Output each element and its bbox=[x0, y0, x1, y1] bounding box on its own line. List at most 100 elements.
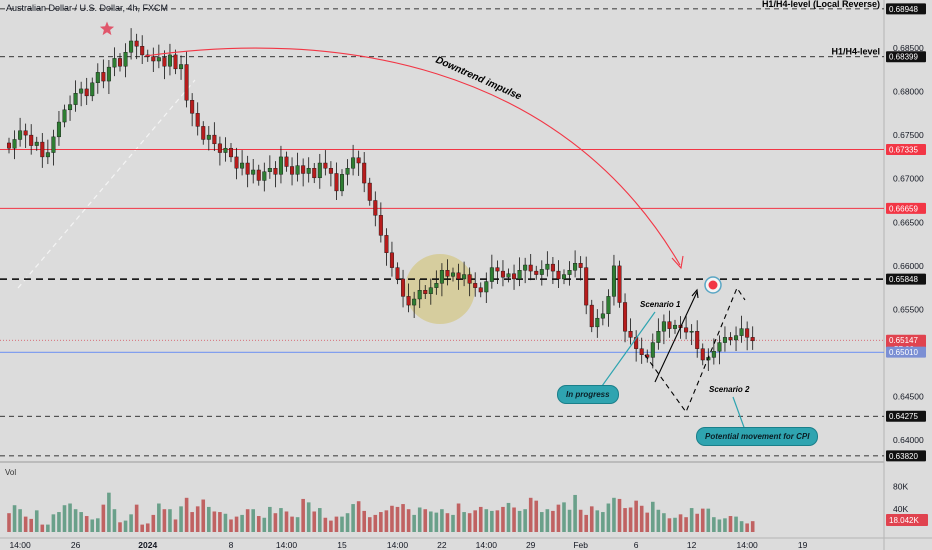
candle-body bbox=[223, 147, 228, 153]
price-tag-bg bbox=[886, 450, 926, 462]
candle-body bbox=[173, 54, 178, 70]
volume-bar bbox=[401, 504, 405, 532]
volume-bar bbox=[262, 517, 267, 532]
candle-body bbox=[534, 270, 539, 275]
volume-bar bbox=[595, 510, 600, 532]
price-tag-label: 0.66659 bbox=[889, 204, 918, 213]
volume-bar bbox=[123, 520, 128, 532]
volume-bar bbox=[412, 514, 416, 532]
candle-body bbox=[123, 52, 128, 67]
volume-bars bbox=[7, 492, 755, 532]
candle-body bbox=[428, 287, 433, 294]
candle-body bbox=[467, 274, 472, 284]
volume-bar bbox=[207, 506, 211, 532]
x-tick-label: 22 bbox=[437, 540, 447, 550]
candle-body bbox=[84, 88, 89, 97]
candle-body bbox=[617, 265, 622, 303]
candle-body bbox=[389, 252, 394, 268]
scenario2-label: Scenario 2 bbox=[709, 385, 750, 394]
candle-body bbox=[478, 287, 483, 293]
candle-body bbox=[228, 147, 233, 158]
volume-bar bbox=[523, 509, 527, 532]
in-progress-pointer bbox=[596, 311, 656, 394]
price-tag-bg bbox=[886, 410, 926, 422]
candle-body bbox=[156, 57, 161, 62]
candle-body bbox=[68, 104, 73, 111]
volume-bar bbox=[678, 514, 683, 532]
price-tag-label: 0.65010 bbox=[889, 348, 918, 357]
volume-bar bbox=[728, 516, 733, 532]
x-tick-label: 29 bbox=[526, 540, 536, 550]
volume-bar bbox=[484, 509, 489, 532]
candle-body bbox=[267, 168, 272, 172]
candle-body bbox=[384, 235, 389, 253]
candle-body bbox=[284, 156, 289, 167]
candle-body bbox=[395, 267, 400, 280]
x-tick-label: 14:00 bbox=[387, 540, 409, 550]
chart-title: Australian Dollar / U.S. Dollar, 4h, FXC… bbox=[6, 3, 169, 13]
candle-body bbox=[190, 100, 195, 114]
candle-body bbox=[356, 157, 361, 164]
x-tick-label: 8 bbox=[229, 540, 234, 550]
candle-body bbox=[728, 337, 733, 341]
volume-bar bbox=[134, 504, 139, 532]
candle-body bbox=[578, 263, 583, 268]
x-tick-label: 19 bbox=[798, 540, 808, 550]
y-tick-label: 0.68500 bbox=[893, 43, 924, 53]
candle-body bbox=[423, 290, 428, 294]
candle-body bbox=[151, 56, 156, 62]
volume-bar bbox=[545, 509, 550, 532]
candle-body bbox=[739, 328, 744, 336]
volume-bar bbox=[706, 508, 711, 532]
candle-body bbox=[656, 331, 661, 343]
consolidation-circle bbox=[405, 254, 475, 324]
volume-bar bbox=[689, 508, 694, 532]
volume-bar bbox=[750, 521, 755, 532]
volume-bar bbox=[273, 513, 278, 532]
candle-body bbox=[589, 304, 594, 328]
candle-body bbox=[562, 274, 567, 280]
volume-bar bbox=[340, 516, 344, 532]
volume-bar bbox=[656, 509, 661, 532]
scenario1-label: Scenario 1 bbox=[640, 300, 681, 309]
candle-body bbox=[217, 143, 222, 153]
volume-bar bbox=[79, 512, 83, 532]
volume-bar bbox=[695, 513, 699, 532]
volume-bar bbox=[96, 518, 100, 532]
candle-body bbox=[306, 168, 311, 174]
volume-bar bbox=[645, 512, 650, 532]
volume-bar bbox=[351, 504, 355, 532]
volume-bar bbox=[423, 509, 428, 532]
volume-bar bbox=[373, 514, 378, 532]
volume-bar bbox=[684, 517, 688, 532]
candle-body bbox=[362, 162, 367, 184]
volume-bar bbox=[240, 514, 244, 532]
y-tick-label: 0.64500 bbox=[893, 392, 924, 402]
candle-body bbox=[256, 169, 261, 181]
candle-body bbox=[545, 263, 550, 270]
x-tick-label: 14:00 bbox=[476, 540, 498, 550]
volume-bar bbox=[34, 510, 39, 532]
vol-last-bg bbox=[886, 514, 928, 526]
candle-body bbox=[195, 113, 200, 127]
candle-body bbox=[162, 57, 167, 67]
candle-body bbox=[639, 348, 644, 355]
candle-body bbox=[201, 126, 206, 140]
candle-body bbox=[317, 162, 322, 179]
candle-body bbox=[340, 174, 345, 192]
x-tick-label: Feb bbox=[573, 540, 588, 550]
candle-body bbox=[451, 272, 456, 277]
volume-bar bbox=[734, 516, 738, 532]
price-tag-label: 0.68948 bbox=[889, 5, 918, 14]
price-tag-bg bbox=[886, 273, 926, 285]
candle-body bbox=[117, 58, 122, 67]
volume-bar bbox=[323, 517, 328, 532]
volume-bar bbox=[584, 514, 588, 532]
volume-bar bbox=[179, 506, 183, 532]
price-tag-bg bbox=[886, 143, 926, 155]
volume-bar bbox=[184, 497, 189, 532]
level-text-0: H1/H4-level (Local Reverse) bbox=[762, 0, 880, 9]
candle-body bbox=[439, 270, 444, 284]
volume-bar bbox=[395, 506, 400, 532]
